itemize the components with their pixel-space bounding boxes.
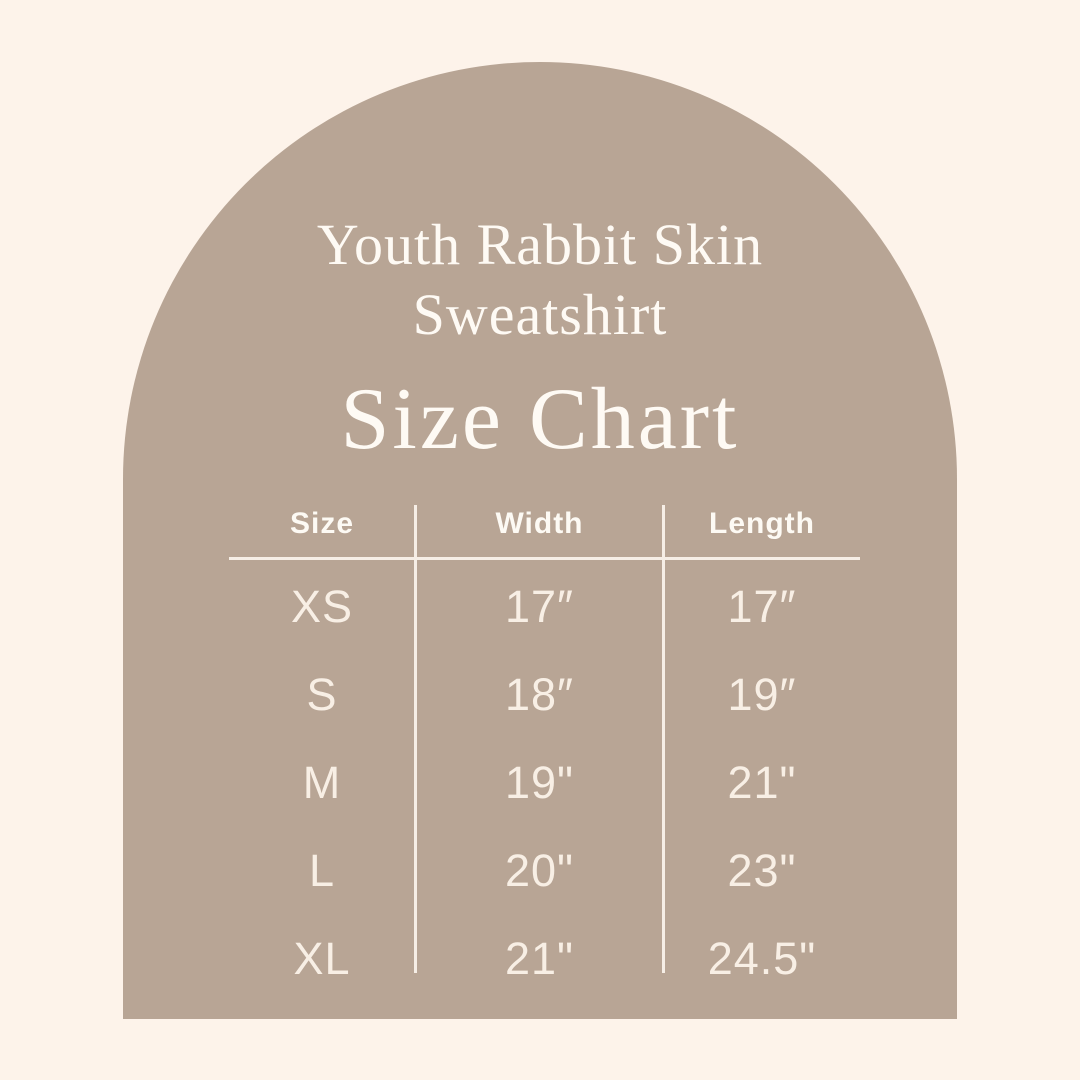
column-header-size: Size xyxy=(289,506,355,540)
size-cell: M xyxy=(302,757,342,808)
arch-background: Youth Rabbit Skin Sweatshirt Size Chart … xyxy=(123,62,957,1019)
length-cell: 21" xyxy=(727,757,797,808)
width-cell: 20" xyxy=(504,845,575,896)
size-cell: XL xyxy=(293,933,351,984)
table-body: XS 17″ 17″ S 18″ 19″ M 19" 21" L 20" xyxy=(229,563,860,1003)
column-divider-1 xyxy=(414,505,417,973)
column-header-length: Length xyxy=(709,506,815,540)
length-cell: 19″ xyxy=(727,669,797,720)
table-row-l: L 20" 23" xyxy=(229,827,860,915)
length-cell: 24.5" xyxy=(707,933,817,984)
width-cell: 17″ xyxy=(505,581,574,632)
table-row-xl: XL 21" 24.5" xyxy=(229,915,860,1003)
table-row-s: S 18″ 19″ xyxy=(229,651,860,739)
size-chart-heading: Size Chart xyxy=(340,371,740,468)
table-row-m: M 19" 21" xyxy=(229,739,860,827)
product-title-line2: Sweatshirt xyxy=(412,282,668,347)
width-cell: 21" xyxy=(504,933,575,984)
width-cell: 18″ xyxy=(505,669,574,720)
product-title-line1: Youth Rabbit Skin xyxy=(316,212,764,277)
width-cell: 19" xyxy=(504,757,575,808)
column-divider-2 xyxy=(662,505,665,973)
size-cell: L xyxy=(308,845,336,896)
column-header-width: Width xyxy=(495,506,584,540)
size-cell: S xyxy=(306,669,338,720)
table-row-xs: XS 17″ 17″ xyxy=(229,563,860,651)
length-cell: 23" xyxy=(727,845,797,896)
table-header-row: Size Width Length xyxy=(229,490,860,557)
size-table: Size Width Length XS 17″ 17″ S 18″ 19″ M… xyxy=(229,490,860,1003)
length-cell: 17″ xyxy=(727,581,797,632)
header-divider-line xyxy=(229,557,860,560)
size-cell: XS xyxy=(290,581,354,632)
